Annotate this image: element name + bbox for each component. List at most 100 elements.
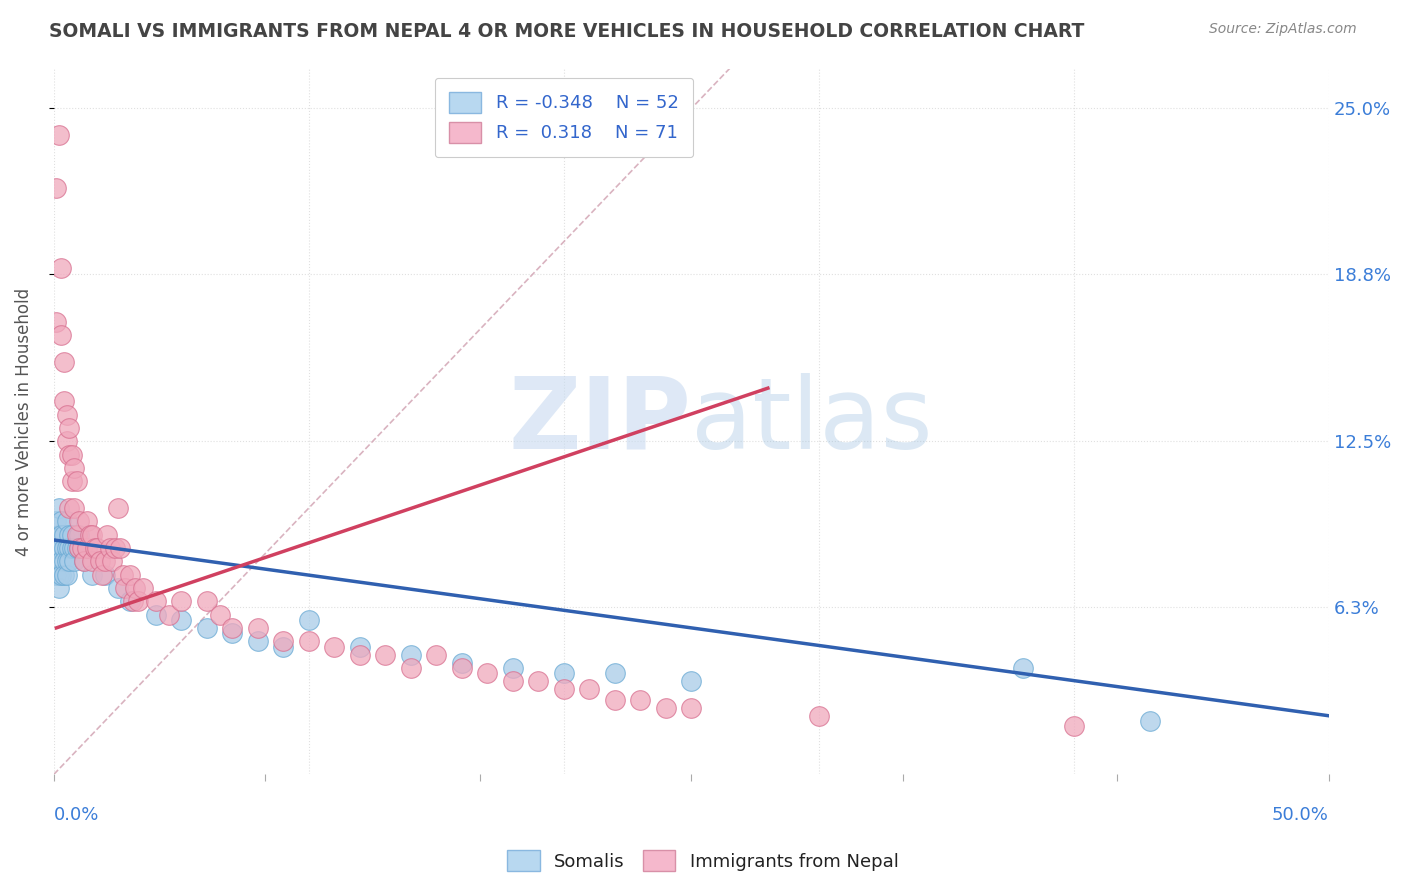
Point (114, 581, 136, 595)
Point (55, 408, 77, 422)
Point (681, 674, 703, 689)
Point (45, 314, 67, 328)
Y-axis label: 4 or more Vehicles in Household: 4 or more Vehicles in Household (15, 287, 32, 556)
Text: SOMALI VS IMMIGRANTS FROM NEPAL 4 OR MORE VEHICLES IN HOUSEHOLD CORRELATION CHAR: SOMALI VS IMMIGRANTS FROM NEPAL 4 OR MOR… (49, 22, 1084, 41)
Point (91, 567, 114, 582)
Point (450, 656, 472, 670)
Point (58, 448, 80, 462)
Point (60, 448, 83, 462)
Point (66, 541, 89, 555)
Point (323, 640, 346, 654)
Point (98, 541, 121, 555)
Point (53, 567, 76, 582)
Point (55, 434, 77, 449)
Point (80, 527, 103, 541)
Point (48, 527, 70, 541)
Point (145, 594, 167, 608)
Legend: Somalis, Immigrants from Nepal: Somalis, Immigrants from Nepal (501, 843, 905, 879)
Point (83, 541, 105, 555)
Point (53, 527, 76, 541)
Point (374, 648, 396, 662)
Point (111, 567, 134, 582)
Point (195, 594, 218, 608)
Point (399, 661, 422, 675)
Point (349, 640, 371, 654)
Point (60, 527, 83, 541)
Point (60, 541, 83, 555)
Point (122, 594, 145, 608)
Point (63, 461, 86, 475)
Point (124, 581, 146, 595)
Point (58, 421, 80, 435)
Point (104, 541, 127, 555)
Point (96, 527, 118, 541)
Point (48, 541, 70, 555)
Point (273, 640, 295, 654)
Point (94, 554, 117, 568)
Point (73, 554, 96, 568)
Point (349, 648, 371, 662)
Point (63, 541, 86, 555)
Point (628, 693, 651, 707)
Point (120, 594, 142, 608)
Point (195, 621, 218, 635)
Point (89, 554, 111, 568)
Point (101, 554, 124, 568)
Point (63, 554, 86, 568)
Point (157, 607, 180, 622)
Point (127, 594, 149, 608)
Legend: R = -0.348    N = 52, R =  0.318    N = 71: R = -0.348 N = 52, R = 0.318 N = 71 (434, 78, 693, 157)
Text: 0.0%: 0.0% (53, 806, 100, 824)
Point (807, 708, 830, 723)
Point (94, 567, 117, 582)
Point (45, 541, 67, 555)
Point (246, 621, 269, 635)
Point (58, 527, 80, 541)
Point (170, 613, 193, 627)
Point (527, 674, 550, 689)
Point (107, 501, 129, 516)
Point (1012, 661, 1035, 675)
Point (681, 700, 703, 714)
Point (80, 554, 103, 568)
Text: Source: ZipAtlas.com: Source: ZipAtlas.com (1209, 22, 1357, 37)
Point (1139, 714, 1161, 728)
Point (45, 567, 67, 582)
Point (55, 554, 77, 568)
Point (70, 541, 93, 555)
Point (145, 607, 167, 622)
Point (477, 666, 499, 681)
Point (53, 554, 76, 568)
Point (655, 700, 678, 714)
Point (170, 594, 193, 608)
Point (48, 567, 70, 582)
Point (502, 674, 524, 689)
Point (51, 527, 73, 541)
Point (246, 634, 269, 648)
Point (76, 514, 98, 528)
Point (58, 554, 80, 568)
Point (553, 666, 575, 681)
Point (48, 581, 70, 595)
Point (132, 581, 155, 595)
Point (603, 693, 626, 707)
Point (55, 567, 77, 582)
Point (425, 648, 447, 662)
Point (553, 682, 575, 697)
Point (53, 394, 76, 409)
Point (60, 475, 83, 489)
Point (51, 514, 73, 528)
Point (55, 541, 77, 555)
Point (73, 554, 96, 568)
Point (45, 181, 67, 195)
Point (48, 501, 70, 516)
Point (51, 541, 73, 555)
Point (55, 514, 77, 528)
Point (51, 327, 73, 342)
Point (66, 527, 89, 541)
Point (298, 613, 321, 627)
Point (51, 261, 73, 276)
Point (108, 541, 131, 555)
Point (86, 541, 108, 555)
Point (53, 354, 76, 368)
